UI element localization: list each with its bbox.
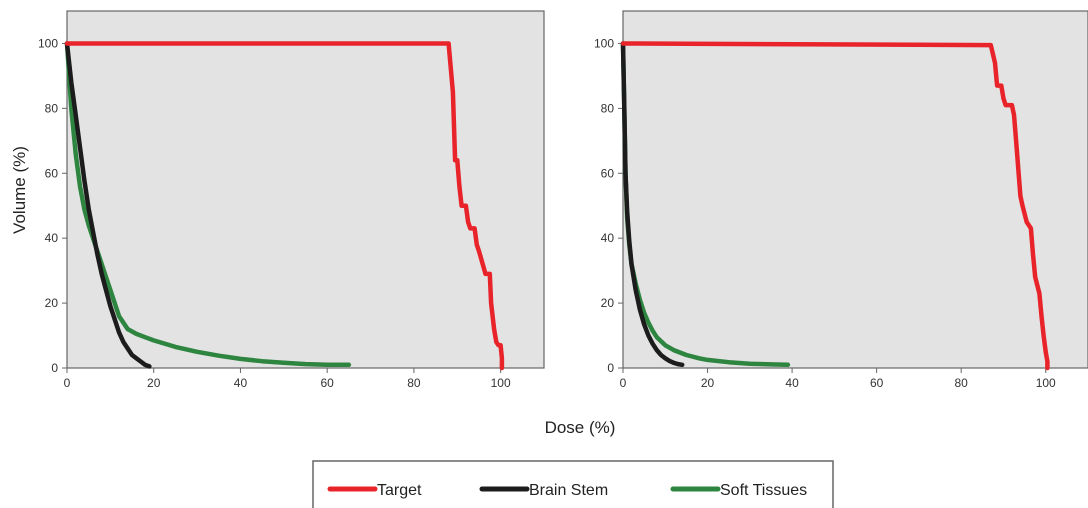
legend-frame [312,460,834,508]
legend-label-brain-stem: Brain Stem [529,482,608,499]
x-tick-label: 60 [321,376,335,390]
legend-entry-soft-tissues: Soft Tissues [670,482,807,499]
y-tick-label: 40 [45,231,59,245]
legend-label-target: Target [377,482,422,499]
y-tick-label: 80 [45,101,59,115]
x-tick-label: 0 [620,376,627,390]
y-axis-title: Volume (%) [10,146,29,234]
y-tick-label: 0 [607,361,614,375]
x-tick-label: 100 [1036,376,1056,390]
x-axis-title: Dose (%) [545,418,616,437]
y-tick-label: 0 [51,361,58,375]
series-line-target [64,41,505,371]
y-tick-label: 100 [594,36,614,50]
series-line-brain-stem [64,41,152,369]
x-tick-label: 60 [870,376,884,390]
y-tick-label: 60 [601,166,615,180]
x-tick-label: 20 [701,376,715,390]
y-tick-label: 20 [601,296,615,310]
x-tick-label: 40 [234,376,248,390]
y-tick-label: 80 [601,101,615,115]
legend-label-soft-tissues: Soft Tissues [720,482,807,499]
legend: Target Brain Stem Soft Tissues [312,460,834,508]
x-tick-label: 0 [64,376,71,390]
legend-entry-target: Target [327,482,422,499]
y-tick-label: 100 [38,36,58,50]
series-line-target [620,41,1050,371]
x-tick-label: 40 [785,376,799,390]
plot-area [622,10,1088,369]
plot-area [66,10,545,369]
series-line-brain-stem [620,41,685,368]
chart-panel-right: 0 20 40 60 80 100 0 20 40 60 80 100 [594,10,1088,390]
x-tick-label: 80 [407,376,421,390]
x-tick-label: 100 [491,376,511,390]
y-tick-label: 40 [601,231,615,245]
x-tick-label: 20 [147,376,161,390]
y-tick-label: 20 [45,296,59,310]
y-tick-label: 60 [45,166,59,180]
chart-panel-left: 0 20 40 60 80 100 0 20 40 60 80 100 [38,10,545,390]
x-tick-label: 80 [955,376,969,390]
legend-entry-brain-stem: Brain Stem [479,482,608,499]
series-line-soft-tissues [64,41,352,368]
